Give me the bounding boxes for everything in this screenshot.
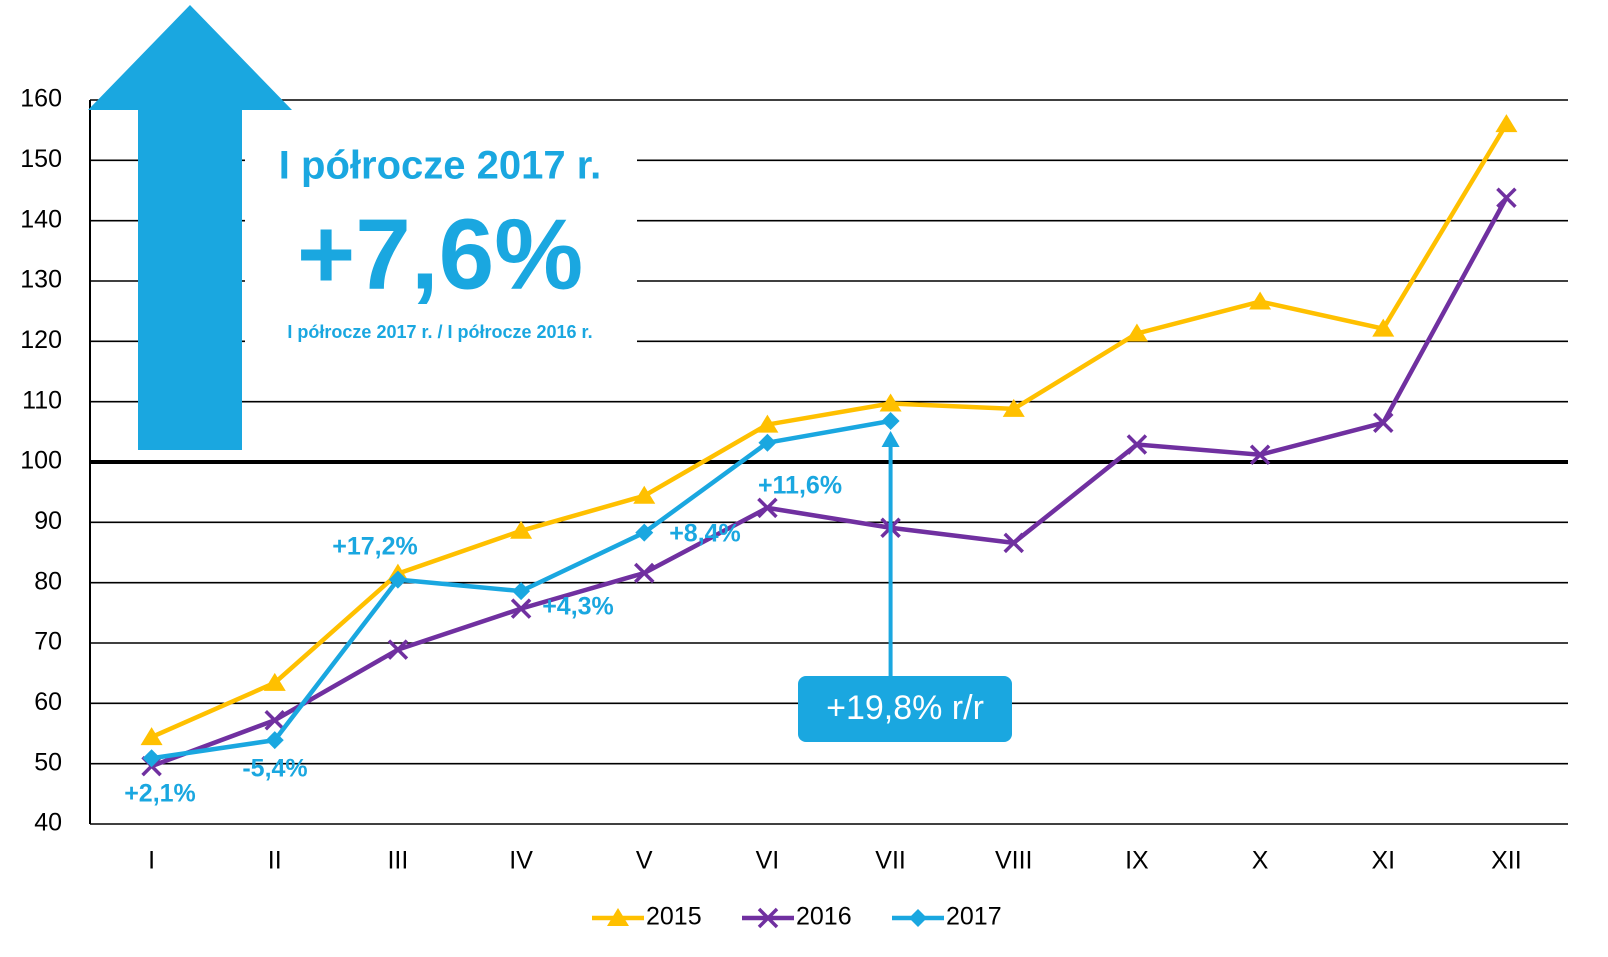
headline-box — [245, 128, 637, 358]
marker — [388, 570, 407, 589]
y-tick-label: 130 — [20, 266, 62, 294]
marker — [264, 709, 285, 731]
marker — [1002, 398, 1025, 417]
marker — [607, 908, 629, 926]
x-tick-label: VII — [875, 847, 906, 875]
x-tick-label: X — [1252, 847, 1269, 875]
x-tick-label: V — [636, 847, 653, 875]
big-arrow — [88, 5, 292, 450]
annotation: -5,4% — [242, 755, 307, 783]
marker — [140, 727, 163, 746]
x-tick-label: XII — [1491, 847, 1522, 875]
marker — [1126, 434, 1148, 455]
marker — [635, 523, 654, 542]
annotation: +4,3% — [542, 593, 614, 621]
marker — [1249, 291, 1272, 310]
legend-label: 2017 — [946, 903, 1002, 931]
marker — [265, 731, 284, 750]
callout-box — [798, 676, 1012, 742]
marker — [909, 909, 927, 927]
y-tick-label: 140 — [20, 205, 62, 233]
x-tick-label: VI — [756, 847, 780, 875]
marker — [757, 907, 779, 929]
y-tick-label: 50 — [34, 748, 62, 776]
headline: I półrocze 2017 r. — [279, 144, 601, 188]
annotation: +17,2% — [332, 533, 418, 561]
plot — [140, 114, 1518, 777]
marker — [1003, 532, 1024, 554]
marker — [512, 582, 531, 601]
marker — [263, 672, 286, 691]
marker — [1496, 187, 1517, 208]
y-tick-label: 40 — [34, 809, 62, 837]
x-tick-label: I — [148, 847, 155, 875]
x-tick-label: III — [387, 847, 408, 875]
y-tick-label: 110 — [22, 386, 62, 414]
marker — [758, 433, 777, 452]
y-tick-label: 100 — [20, 447, 62, 475]
marker — [1125, 323, 1148, 342]
y-tick-label: 60 — [34, 688, 62, 716]
y-tick-label: 120 — [20, 326, 62, 354]
series-line — [150, 122, 1509, 740]
y-tick-label: 70 — [34, 628, 62, 656]
annotation: +8,4% — [669, 520, 741, 548]
marker — [879, 393, 902, 412]
legend-label: 2015 — [646, 903, 702, 931]
marker — [387, 639, 409, 660]
marker — [633, 485, 656, 504]
y-tick-label: 160 — [20, 85, 62, 113]
marker — [142, 749, 161, 768]
legend-label: 2016 — [796, 903, 852, 931]
x-tick-label: VIII — [995, 847, 1033, 875]
x-tick-label: IX — [1125, 847, 1149, 875]
marker — [634, 562, 655, 584]
x-tick-label: II — [268, 847, 282, 875]
marker — [756, 414, 779, 433]
callout-arrowhead — [881, 430, 900, 447]
marker — [881, 411, 900, 430]
headline-note: I półrocze 2017 r. / I półrocze 2016 r. — [287, 322, 592, 342]
marker — [1249, 444, 1271, 465]
marker — [1373, 412, 1394, 434]
x-tick-label: IV — [509, 847, 533, 875]
annotation: +2,1% — [124, 780, 196, 808]
marker — [1372, 318, 1395, 337]
marker — [510, 520, 533, 539]
y-tick-label: 150 — [20, 145, 62, 173]
marker — [757, 497, 778, 519]
y-tick-label: 80 — [34, 567, 62, 595]
marker — [510, 598, 532, 619]
marker — [1495, 114, 1518, 133]
annotation: +11,6% — [758, 472, 842, 500]
callout-text: +19,8% r/r — [826, 689, 984, 727]
x-tick-label: XI — [1371, 847, 1395, 875]
y-tick-label: 90 — [34, 507, 62, 535]
series-line — [150, 196, 1509, 769]
headline-value: +7,6% — [297, 198, 583, 310]
